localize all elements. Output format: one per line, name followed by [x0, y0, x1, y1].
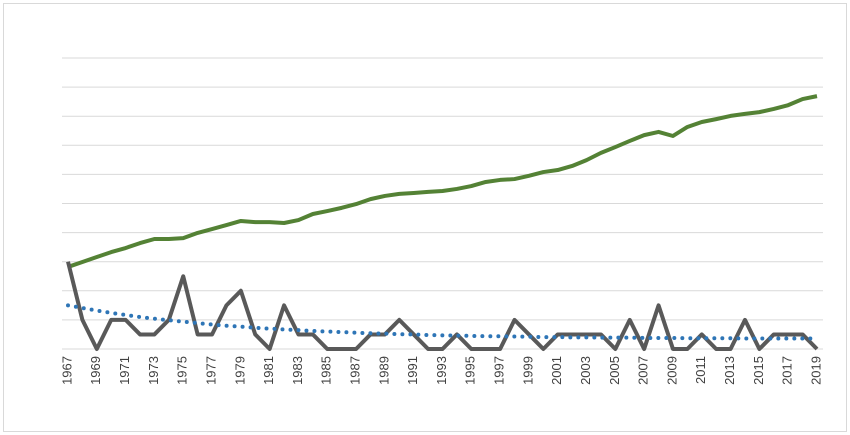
x-tick-label: 2017 [780, 356, 795, 385]
x-tick-label: 2003 [578, 356, 593, 385]
x-tick-label: 1971 [117, 356, 132, 385]
x-tick-label: 1981 [261, 356, 276, 385]
x-tick-label: 2015 [751, 356, 766, 385]
x-tick-label: 2005 [607, 356, 622, 385]
x-tick-label: 1991 [405, 356, 420, 385]
x-tick-label: 2007 [636, 356, 651, 385]
x-tick-label: 1999 [520, 356, 535, 385]
x-tick-label: 1975 [175, 356, 190, 385]
x-tick-label: 2001 [549, 356, 564, 385]
x-tick-label: 1987 [348, 356, 363, 385]
x-tick-label: 1979 [232, 356, 247, 385]
x-tick-label: 1967 [59, 356, 74, 385]
series-line [66, 303, 819, 341]
x-tick-label: 1977 [203, 356, 218, 385]
x-tick-label: 1995 [463, 356, 478, 385]
chart-border [3, 3, 847, 432]
x-tick-label: 1985 [319, 356, 334, 385]
x-tick-label: 1983 [290, 356, 305, 385]
x-tick-label: 1973 [146, 356, 161, 385]
x-tick-label: 1989 [376, 356, 391, 385]
x-tick-label: 1993 [434, 356, 449, 385]
series-line [66, 261, 819, 351]
x-tick-label: 1997 [492, 356, 507, 385]
x-tick-label: 2011 [693, 356, 708, 384]
series-line [67, 94, 818, 269]
x-tick-label: 1969 [88, 356, 103, 385]
x-tick-label: 2013 [722, 356, 737, 385]
x-tick-label: 2019 [808, 356, 823, 385]
x-tick-label: 2009 [664, 356, 679, 385]
